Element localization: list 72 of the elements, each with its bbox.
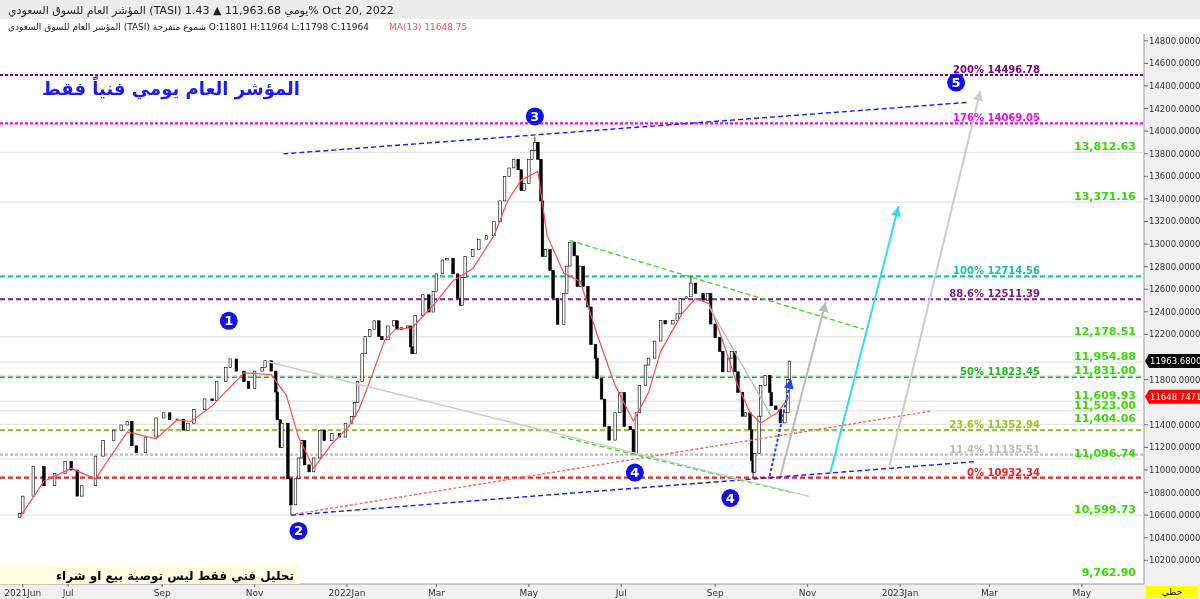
ref-label: 50% 11823.45 [960,365,1040,377]
wave-label: 1 [219,311,238,330]
xtick: Sep [153,588,171,598]
ytick: 12400.0000 [1149,306,1200,317]
ref-label: 11,831.00 [1074,364,1136,378]
ytick: 14600.0000 [1149,58,1200,69]
wave-label: 4 [721,489,740,508]
ytick: 12600.0000 [1149,284,1200,295]
ref-label: 11,954.88 [1074,350,1136,364]
xtick: 2021Jun [4,588,42,598]
xtick: Nov [245,588,264,598]
xtick: Mar [427,588,445,598]
ref-label: 13,371.16 [1074,190,1136,204]
ytick: 13600.0000 [1149,171,1200,182]
ytick: 13200.0000 [1149,216,1200,227]
ytick: 14200.0000 [1149,103,1200,114]
xtick: Sep [706,588,724,598]
wave-label: 5 [947,73,966,92]
ytick: 14000.0000 [1149,126,1200,137]
ytick: 11000.0000 [1149,464,1200,475]
ref-label: 11,404.06 [1074,412,1136,426]
ref-label: 13,812.63 [1074,140,1136,154]
subtitle: المؤشر العام للسوق السعودي (TASI) يومي 11,963.68 ▲ 1.43% Oct 20, 2022 [8,4,394,17]
ref-label: 11.4% 11135.51 [949,443,1040,455]
annotation: 2 [293,523,304,539]
xtick: Jul [615,588,627,598]
price-tag: 11963.6800 [1145,354,1200,369]
xtick: 2023Jan [881,588,919,598]
ytick: 11200.0000 [1149,442,1200,453]
ytick: 10800.0000 [1149,487,1200,498]
ref-label: 23.6% 11352.94 [949,419,1040,431]
ytick: 14800.0000 [1149,35,1200,46]
ref-label: 0% 10932.34 [967,466,1040,478]
ytick: 10600.0000 [1149,510,1200,521]
xtick: May [519,588,539,598]
ref-label: 200% 14496.78 [953,64,1040,75]
wave-label: 4 [625,463,644,482]
ytick: 10200.0000 [1149,555,1200,566]
ytick: 11800.0000 [1149,374,1200,385]
ytick: 13000.0000 [1149,239,1200,250]
xtick: 2022Jan [328,588,366,598]
annotation: 4 [630,465,640,481]
ref-label: 10,599.73 [1074,503,1136,517]
text: MA(13) 11648.75 [389,22,468,32]
ytick: 10400.0000 [1149,532,1200,543]
annotation: 9,762.90 [1081,566,1137,579]
annotation: 5 [951,75,961,91]
xtick: Jul [62,588,74,598]
ref-label: 176% 14069.05 [953,112,1040,124]
scale-mode: خطي [1146,586,1198,598]
wave-label: 2 [289,521,308,540]
text: المؤشر العام للسوق السعودي (TASI) شموع منفرجة O:11801 H:11964 L:11798 C:11964 [8,22,370,32]
ytick: 13400.0000 [1149,193,1200,204]
ref-label: 100% 12714.56 [953,265,1040,277]
xtick: Nov [798,588,817,598]
annotation: 1 [224,313,234,329]
note: تحليل فني فقط ليس توصية بيع او شراء [0,566,300,584]
title: المؤشر العام يومي فنياً فقط [42,78,300,99]
annotation: تحليل فني فقط ليس توصية بيع او شراء [55,569,294,584]
ref-label: 88.6% 12511.39 [949,288,1040,300]
xtick: May [1072,588,1092,598]
ytick: 14400.0000 [1149,80,1200,91]
ref-label: 11,096.74 [1074,447,1136,460]
annotation: 4 [725,490,735,506]
ref-label: 12,178.51 [1074,324,1136,338]
ytick: 12200.0000 [1149,329,1200,340]
wave-label: 3 [525,107,544,126]
ytick: 12800.0000 [1149,261,1200,272]
annotation: 3 [530,108,540,124]
ytick: 13800.0000 [1149,148,1200,159]
ytick: 11400.0000 [1149,419,1200,430]
xtick: Mar [980,588,998,598]
